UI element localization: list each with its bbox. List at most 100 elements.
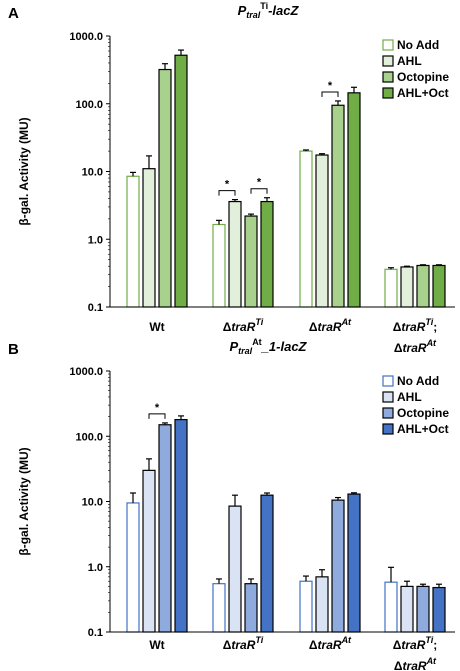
bar-ahl-3 (400, 266, 414, 308)
category-name: traR (403, 659, 427, 671)
significance-bracket (321, 91, 339, 97)
legend-label: AHL+Oct (397, 422, 449, 436)
y-tick-label: 1000.0 (69, 366, 103, 378)
category-name: Wt (149, 638, 164, 652)
bar-no-add-2 (299, 580, 313, 633)
category-label-line2: ΔtraRAt (394, 338, 437, 355)
legend-label: Octopine (397, 406, 449, 420)
bar-no-add-3 (384, 581, 398, 633)
panel-label: A (8, 5, 19, 22)
legend-swatch (382, 87, 394, 99)
category-superscript: Ti (425, 317, 433, 327)
bar-octopine-3 (416, 585, 430, 633)
category-superscript: Ti (255, 317, 263, 327)
significance-star: * (328, 80, 333, 92)
bar-no-add-1 (212, 583, 226, 633)
category-superscript: At (341, 635, 352, 645)
category-name: traR (401, 320, 425, 334)
category-name: traR (403, 341, 427, 355)
bar-ahl-0 (142, 469, 156, 633)
y-tick-label: 100.0 (75, 431, 103, 443)
bar-ahl-oct-0 (174, 54, 188, 308)
y-tick-label: 1000.0 (69, 31, 103, 43)
bar-octopine-1 (244, 583, 258, 633)
category-delta: Δ (393, 638, 402, 652)
category-name: traR (401, 638, 425, 652)
title-subscript: traI (238, 346, 253, 356)
title-superscript: At (252, 337, 262, 347)
y-tick-label: 1.0 (88, 234, 103, 246)
category-superscript: Ti (255, 635, 263, 645)
category-name: traR (318, 320, 342, 334)
legend-swatch (382, 391, 394, 403)
bar-ahl-oct-2 (347, 493, 361, 633)
category-delta: Δ (309, 638, 318, 652)
bar-no-add-3 (384, 268, 398, 308)
significance-star: * (225, 179, 230, 191)
title-main: P (230, 339, 239, 354)
category-delta: Δ (394, 659, 403, 671)
category-label: ΔtraRTi (223, 635, 264, 652)
legend-swatch (382, 375, 394, 387)
category-label: Wt (149, 320, 164, 334)
bar-octopine-1 (244, 215, 258, 308)
category-name: traR (231, 638, 255, 652)
title-subscript: traI (246, 10, 261, 20)
category-name: Wt (149, 320, 164, 334)
legend-swatch (382, 39, 394, 51)
legend-label: AHL (397, 54, 422, 68)
bar-octopine-0 (158, 68, 172, 308)
y-tick-label: 0.1 (88, 302, 103, 314)
y-axis-label: β-gal. Activity (MU) (17, 117, 31, 225)
legend-swatch (382, 423, 394, 435)
bar-octopine-2 (331, 104, 345, 308)
category-superscript: At (426, 656, 437, 666)
category-superscript: At (426, 338, 437, 348)
category-superscript: At (341, 317, 352, 327)
category-label: ΔtraRTi; (393, 635, 437, 652)
bar-ahl-oct-2 (347, 92, 361, 308)
bar-ahl-1 (228, 200, 242, 308)
bar-octopine-3 (416, 264, 430, 308)
legend-label: No Add (397, 374, 439, 388)
category-name: traR (231, 320, 255, 334)
title-tail: _1-lacZ (261, 339, 308, 354)
legend-swatch (382, 407, 394, 419)
bar-ahl-0 (142, 168, 156, 308)
legend-label: Octopine (397, 70, 449, 84)
category-separator: ; (433, 320, 437, 334)
bar-ahl-3 (400, 585, 414, 633)
bar-ahl-oct-3 (432, 586, 446, 633)
category-delta: Δ (223, 320, 232, 334)
legend-swatch (382, 55, 394, 67)
y-tick-label: 100.0 (75, 99, 103, 111)
chart-panel-a: A PtraITi-lacZ β-gal. Activity (MU) 1000.0 1… (8, 1, 455, 355)
significance-bracket (218, 190, 236, 196)
y-tick-label: 10.0 (82, 167, 103, 179)
significance-star: * (155, 402, 160, 414)
legend-swatch (382, 71, 394, 83)
bar-ahl-1 (228, 505, 242, 633)
y-axis-label: β-gal. Activity (MU) (17, 447, 31, 555)
category-name: traR (318, 638, 342, 652)
chart-title: PtraITi-lacZ (238, 1, 300, 20)
category-label: ΔtraRTi (223, 317, 264, 334)
category-label-line2: ΔtraRAt (394, 656, 437, 671)
y-tick-label: 10.0 (82, 497, 103, 509)
category-delta: Δ (394, 341, 403, 355)
title-main: P (238, 3, 247, 18)
bar-ahl-oct-0 (174, 418, 188, 633)
bar-ahl-oct-1 (260, 200, 274, 308)
title-superscript: Ti (260, 1, 268, 11)
legend-label: AHL+Oct (397, 86, 449, 100)
bar-octopine-2 (331, 499, 345, 633)
bar-octopine-0 (158, 424, 172, 633)
category-label: ΔtraRAt (309, 635, 352, 652)
bar-ahl-oct-3 (432, 264, 446, 308)
y-tick-label: 1.0 (88, 562, 103, 574)
significance-bracket (250, 188, 268, 194)
category-label: ΔtraRAt (309, 317, 352, 334)
bar-ahl-oct-1 (260, 494, 274, 633)
